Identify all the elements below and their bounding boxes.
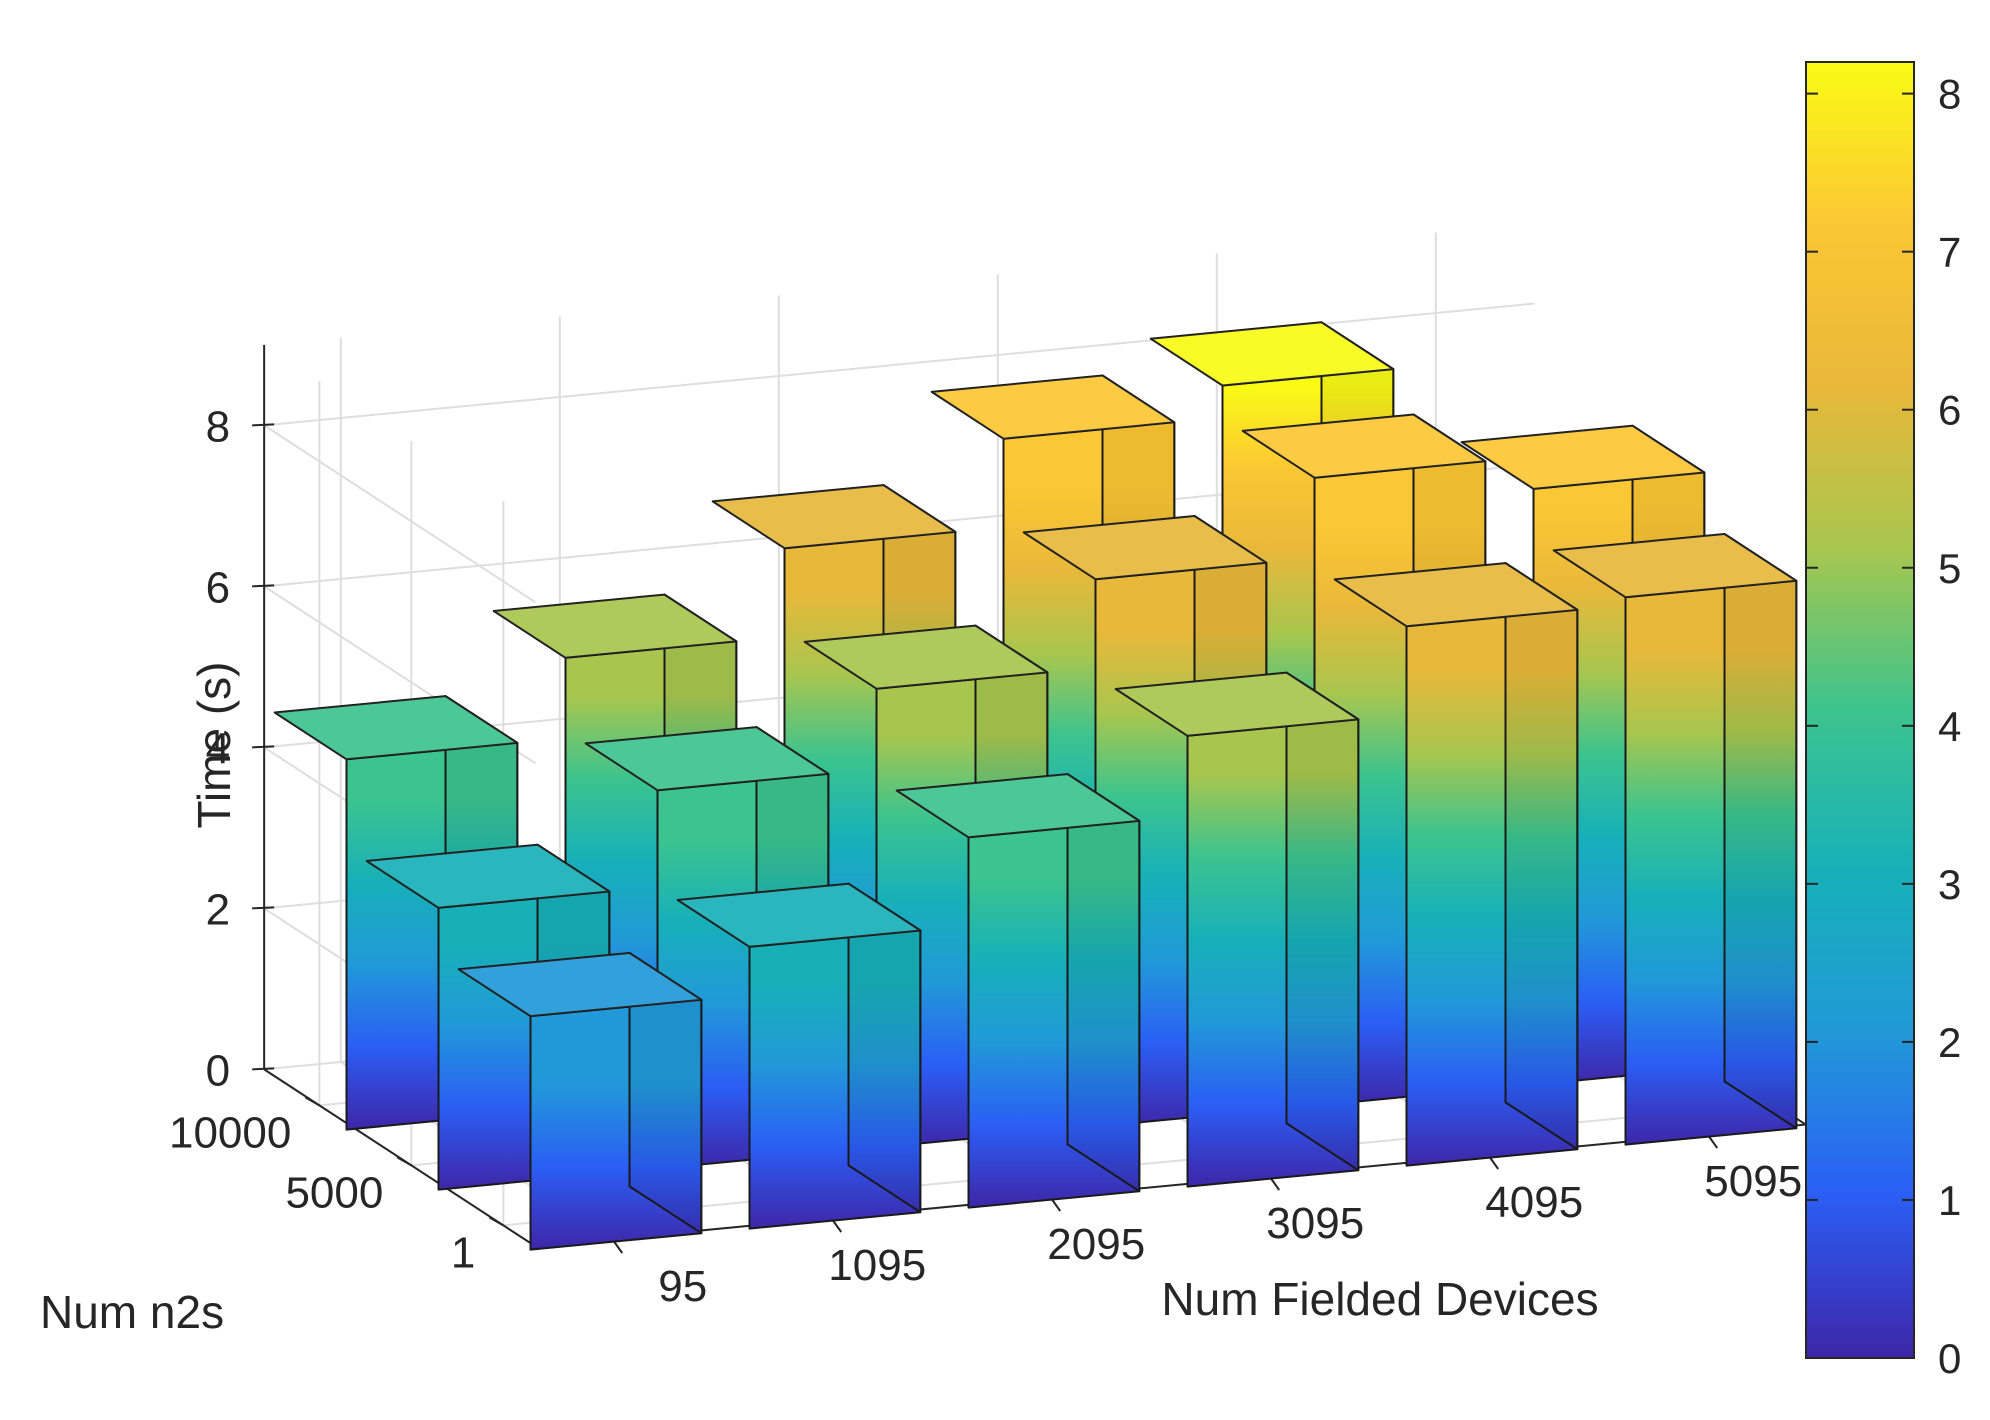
bar-top-face — [273, 695, 519, 761]
bar-top-face — [492, 593, 738, 659]
bar-top-shade — [896, 774, 1140, 838]
bar-top-shade — [274, 696, 518, 760]
z-tick-label: 0 — [206, 1046, 230, 1095]
bar-top-face — [803, 624, 1049, 690]
bar-5095-1 — [1552, 533, 1798, 1146]
colorbar-tick-label: 8 — [1938, 71, 1961, 118]
colorbar-tick-label: 2 — [1938, 1019, 1961, 1066]
bar-top-face — [1460, 424, 1706, 490]
bar-top-face — [457, 952, 703, 1018]
x-tick-label: 95 — [658, 1262, 707, 1311]
bar-top-face — [1149, 321, 1395, 387]
bar-top-shade — [585, 727, 829, 791]
y-tick-label: 10000 — [169, 1108, 291, 1157]
colorbar: 0 1 2 3 4 5 6 7 8 — [1805, 61, 1961, 1382]
y-tick-label: 1 — [451, 1228, 475, 1277]
colorbar-tick-label: 3 — [1938, 861, 1961, 908]
z-tick-label: 4 — [206, 724, 230, 773]
bar-top-shade — [712, 485, 956, 549]
bar-top-shade — [493, 594, 737, 658]
bar-side-shade — [1067, 774, 1140, 1192]
x-tick-label: 4095 — [1485, 1178, 1583, 1227]
x-tick-label: 3095 — [1266, 1199, 1364, 1248]
bar-side-shade — [1286, 672, 1359, 1171]
bar-top-face — [711, 484, 957, 550]
bar-3095-1 — [1114, 671, 1360, 1188]
bar-top-shade — [1150, 322, 1394, 386]
y-tick-label: 5000 — [285, 1168, 383, 1217]
bar-top-face — [1241, 413, 1487, 479]
bar-top-shade — [1553, 534, 1797, 598]
bar-top-face — [1022, 515, 1268, 581]
bar-side-shade — [629, 953, 702, 1234]
bar-top-shade — [366, 844, 610, 908]
bar-top-face — [930, 374, 1176, 440]
z-tick-label: 2 — [206, 885, 230, 934]
bar-top-face — [676, 882, 922, 948]
bar-top-shade — [1461, 425, 1705, 489]
bar-side-shade — [848, 883, 921, 1213]
colorbar-tick-label: 1 — [1938, 1177, 1961, 1224]
x-tick-label: 2095 — [1047, 1220, 1145, 1269]
bar-top-shade — [1334, 563, 1578, 627]
bar-top-face — [1114, 671, 1360, 737]
bar-top-shade — [677, 883, 921, 947]
colorbar-gradient — [1805, 61, 1915, 1359]
bar-side-shade — [1505, 563, 1578, 1150]
bar-top-shade — [1115, 672, 1359, 736]
colorbar-tick-label: 0 — [1938, 1335, 1961, 1382]
colorbar-tick-label: 4 — [1938, 703, 1961, 750]
bar-95-1 — [457, 952, 703, 1251]
x-axis-label: Num Fielded Devices — [1161, 1273, 1598, 1325]
axes: 0 2 4 6 8 95 1095 2095 3095 4095 5095 1 5000 10000 — [169, 344, 1807, 1311]
axis-labels: Time (s) Num Fielded Devices Num n2s — [40, 662, 1599, 1338]
bar-top-face — [1552, 533, 1798, 599]
bar-top-shade — [931, 375, 1175, 439]
x-tick-label: 1095 — [828, 1241, 926, 1290]
bar-1095-1 — [676, 882, 922, 1230]
bar-top-face — [895, 773, 1141, 839]
z-tick-label: 8 — [206, 402, 230, 451]
bar-top-face — [584, 726, 830, 792]
colorbar-tick-label: 5 — [1938, 545, 1961, 592]
bar-2095-1 — [895, 773, 1141, 1209]
bar-top-shade — [804, 625, 1048, 689]
colorbar-tick-label: 7 — [1938, 229, 1961, 276]
bar-4095-1 — [1333, 562, 1579, 1167]
z-axis-label: Time (s) — [188, 662, 240, 829]
bar-top-shade — [458, 953, 702, 1017]
bar-top-shade — [1023, 516, 1267, 580]
y-axis-label: Num n2s — [40, 1286, 224, 1338]
bar-top-face — [365, 843, 611, 909]
z-tick-label: 6 — [206, 563, 230, 612]
bar-side-shade — [1724, 534, 1797, 1129]
x-tick-label: 5095 — [1704, 1157, 1802, 1206]
bar-top-face — [1333, 562, 1579, 628]
colorbar-tick-label: 6 — [1938, 387, 1961, 434]
bars — [273, 321, 1798, 1251]
bar-top-shade — [1242, 414, 1486, 478]
